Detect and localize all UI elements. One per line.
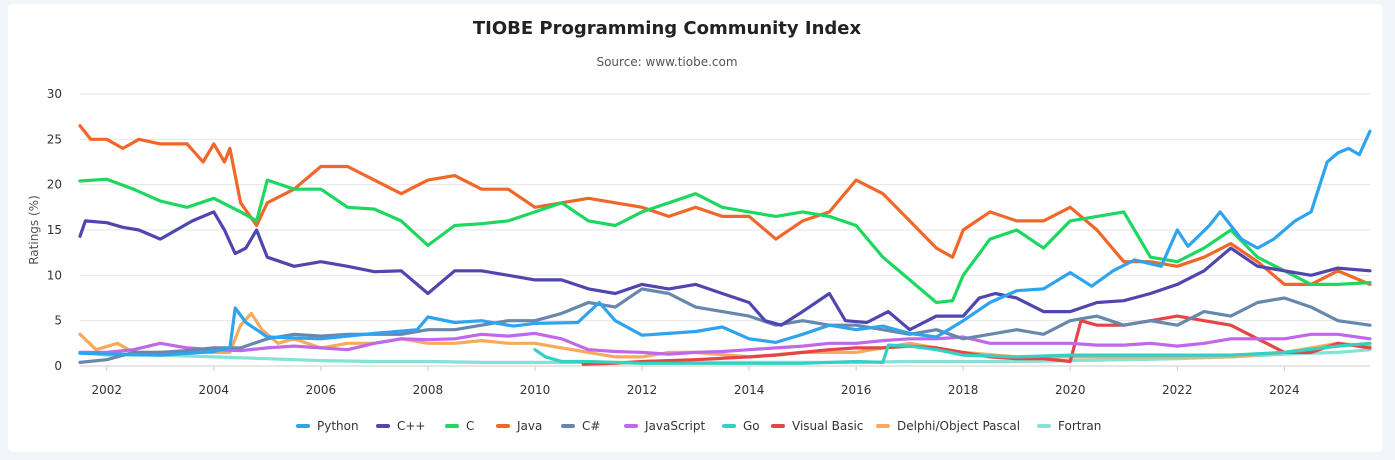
y-tick-label: 15	[47, 223, 62, 237]
y-tick-label: 10	[47, 268, 62, 282]
x-tick-label: 2022	[1162, 383, 1193, 397]
x-tick-label: 2018	[948, 383, 979, 397]
x-tick-label: 2004	[199, 383, 230, 397]
legend-label: Python	[317, 419, 359, 433]
series-line-c	[78, 210, 1372, 332]
legend-swatch	[445, 424, 459, 428]
series-line-c	[78, 287, 1372, 364]
legend-swatch	[496, 424, 510, 428]
x-tick-label: 2002	[91, 383, 122, 397]
legend-label: Go	[743, 419, 760, 433]
x-tick-label: 2020	[1055, 383, 1086, 397]
x-tick-label: 2024	[1269, 383, 1300, 397]
series-line-javascript	[78, 331, 1372, 356]
legend-swatch	[771, 424, 785, 428]
legend-item-delphi-object-pascal[interactable]: Delphi/Object Pascal	[876, 418, 1020, 434]
y-axis-label: Ratings (%)	[27, 195, 41, 265]
legend-label: Delphi/Object Pascal	[897, 419, 1021, 433]
legend-swatch	[296, 424, 310, 428]
series-line-visual-basic	[581, 314, 1372, 366]
x-tick-label: 2016	[841, 383, 872, 397]
legend-item-go[interactable]: Go	[722, 418, 760, 434]
x-tick-label: 2012	[627, 383, 658, 397]
chart-card	[8, 4, 1382, 452]
y-tick-label: 25	[47, 132, 62, 146]
legend-swatch	[1037, 424, 1051, 428]
legend-item-fortran[interactable]: Fortran	[1037, 418, 1101, 434]
legend-label: Fortran	[1058, 419, 1102, 433]
legend-label: JavaScript	[645, 419, 706, 433]
series-line-python	[78, 129, 1372, 357]
legend-swatch	[561, 424, 575, 428]
legend-item-java[interactable]: Java	[496, 418, 542, 434]
legend-item-visual-basic[interactable]: Visual Basic	[771, 418, 863, 434]
y-tick-label: 0	[54, 359, 62, 373]
legend-item-c[interactable]: C++	[376, 418, 426, 434]
legend-swatch	[624, 424, 638, 428]
legend-swatch	[376, 424, 390, 428]
x-tick-label: 2014	[734, 383, 765, 397]
y-tick-label: 20	[47, 178, 62, 192]
legend-label: C#	[582, 419, 601, 433]
series-line-java	[78, 124, 1372, 286]
x-tick-label: 2006	[306, 383, 337, 397]
legend-label: Visual Basic	[792, 419, 864, 433]
x-tick-label: 2010	[520, 383, 551, 397]
legend-item-c[interactable]: C	[445, 418, 474, 434]
chart-subtitle: Source: www.tiobe.com	[596, 55, 738, 69]
chart-title: TIOBE Programming Community Index	[472, 18, 862, 39]
series-line-go	[533, 341, 1372, 365]
series-line-c	[78, 177, 1372, 305]
legend-item-c[interactable]: C#	[561, 418, 600, 434]
y-tick-label: 5	[54, 314, 62, 328]
legend-item-javascript[interactable]: JavaScript	[624, 418, 705, 434]
legend-swatch	[876, 424, 890, 428]
x-tick-label: 2008	[413, 383, 444, 397]
legend-label: Java	[517, 419, 543, 433]
legend-swatch	[722, 424, 736, 428]
legend-item-python[interactable]: Python	[296, 418, 359, 434]
chart-legend: Python C++ C Java C# JavaScript Go Visual Basic…	[0, 418, 1395, 434]
y-tick-label: 30	[47, 87, 62, 101]
legend-label: C++	[397, 419, 426, 433]
legend-label: C	[466, 419, 475, 433]
